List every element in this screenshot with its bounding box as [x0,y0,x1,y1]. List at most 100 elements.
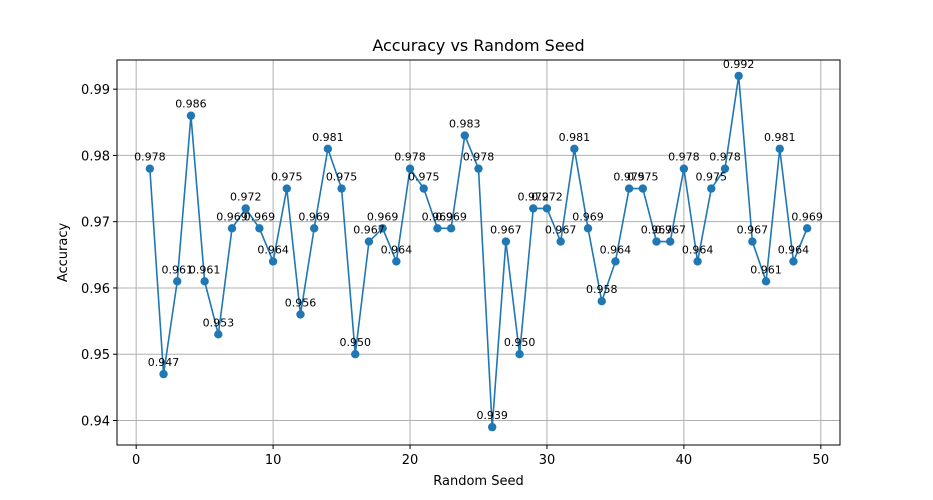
data-label: 0.964 [257,243,289,256]
data-label: 0.964 [778,243,810,256]
plot-frame [116,59,841,446]
data-point [268,257,278,266]
data-point [446,224,456,233]
data-labels: 0.978 0.947 0.961 0.986 0.961 0.953 0.969 0.972… [134,58,823,422]
data-point [186,111,196,120]
data-point [734,71,743,81]
grid-lines [117,60,840,445]
data-point [351,350,360,359]
data-point [707,184,716,193]
data-label: 0.983 [449,118,481,131]
data-point [570,144,579,153]
data-label: 0.981 [312,131,344,144]
data-label: 0.981 [764,131,796,144]
x-tick-label: 20 [402,453,419,468]
y-tick-label: 0.97 [81,216,110,231]
data-point [460,131,470,140]
data-label: 0.939 [476,409,508,422]
data-label: 0.950 [504,336,536,349]
data-label: 0.961 [189,263,221,276]
data-label: 0.969 [791,210,823,223]
data-point [802,224,812,233]
data-point [282,184,291,193]
data-point [624,184,634,193]
data-label: 0.969 [572,210,604,223]
data-point [241,204,250,213]
data-point [337,184,346,193]
data-label: 0.978 [134,151,166,164]
series-accuracy [145,71,812,432]
data-label: 0.964 [682,243,714,256]
data-point [542,204,552,213]
data-label: 0.958 [586,283,618,296]
data-point [679,164,689,173]
data-label: 0.967 [545,224,577,237]
data-label: 0.975 [271,171,303,184]
data-point [405,164,415,173]
data-point [638,184,648,193]
data-label: 0.978 [463,151,495,164]
data-label: 0.972 [230,190,262,203]
data-label: 0.972 [518,190,550,203]
data-point [214,330,223,339]
data-label: 0.964 [381,243,413,256]
y-tick-label: 0.99 [81,83,110,98]
data-point [720,164,730,173]
data-point [378,224,387,233]
x-axis-label: Random Seed [433,474,523,489]
data-point [145,164,155,173]
x-axis-ticks: 0 10 20 30 40 50 [132,445,829,468]
data-point [364,237,374,246]
data-point [611,257,620,266]
y-axis-ticks: 0.94 0.95 0.96 0.97 0.98 0.99 [81,83,117,429]
data-label: 0.964 [600,243,632,256]
x-tick-label: 0 [132,453,140,468]
data-point [761,277,771,286]
x-tick-label: 40 [676,453,693,468]
data-point [173,277,182,286]
data-point [748,237,757,246]
y-tick-label: 0.96 [81,282,110,297]
data-label: 0.953 [203,316,235,329]
data-point [296,310,305,319]
x-tick-label: 50 [813,453,830,468]
x-tick-label: 10 [265,453,282,468]
data-label: 0.969 [216,210,248,223]
data-label: 0.975 [613,171,645,184]
data-label: 0.969 [422,210,454,223]
data-label: 0.969 [367,210,399,223]
data-label: 0.986 [175,98,207,111]
data-label: 0.967 [490,224,522,237]
data-point [392,257,401,266]
y-tick-label: 0.98 [81,149,110,164]
data-label: 0.992 [723,58,755,71]
data-point [309,224,319,233]
data-point [255,224,264,233]
data-point [597,297,606,306]
data-point [433,224,442,233]
data-label: 0.975 [326,171,358,184]
data-point [775,144,784,153]
y-tick-label: 0.94 [81,414,110,429]
y-tick-label: 0.95 [81,348,110,363]
data-point [556,237,565,246]
data-label: 0.961 [162,263,194,276]
data-label: 0.978 [668,151,700,164]
data-label: 0.967 [641,224,673,237]
data-label: 0.961 [750,263,782,276]
data-label: 0.967 [737,224,769,237]
data-point [583,224,593,233]
data-label: 0.975 [627,171,659,184]
data-label: 0.975 [696,171,728,184]
data-label: 0.978 [394,151,426,164]
data-point [419,184,428,193]
data-label: 0.969 [244,210,276,223]
data-point [529,204,538,213]
data-point [487,422,497,432]
data-label: 0.967 [654,224,686,237]
data-label: 0.947 [148,356,180,369]
data-point [789,257,798,266]
data-label: 0.967 [353,224,385,237]
